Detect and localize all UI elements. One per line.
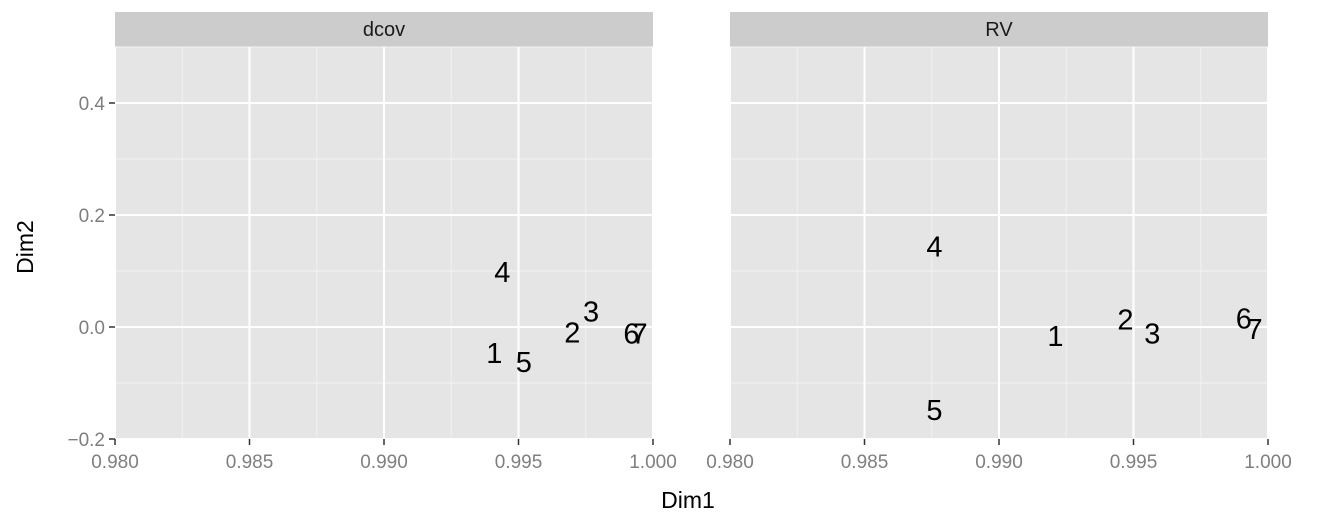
- x-tick-label: 1.000: [1244, 452, 1292, 473]
- point-label-1: 1: [486, 338, 502, 370]
- x-axis-right: 0.980 0.985 0.990 0.995 1.000: [706, 439, 1292, 473]
- x-axis-title: Dim1: [661, 487, 715, 513]
- y-axis: −0.2 0.0 0.2 0.4: [67, 94, 115, 451]
- x-tick-label: 0.995: [1110, 452, 1158, 473]
- point-label-1: 1: [1047, 321, 1063, 353]
- y-axis-title: Dim2: [12, 220, 38, 274]
- y-tick-label: 0.2: [79, 206, 105, 227]
- y-tick-label: 0.4: [79, 94, 106, 115]
- y-tick-label: −0.2: [67, 430, 105, 451]
- point-label-6: 6: [623, 318, 639, 350]
- point-label-7: 7: [631, 318, 647, 350]
- x-tick-label: 0.990: [975, 452, 1023, 473]
- x-tick-label: 0.985: [841, 452, 889, 473]
- point-label-3: 3: [1144, 318, 1160, 350]
- point-label-2: 2: [1117, 304, 1133, 336]
- x-tick-label: 0.985: [226, 452, 274, 473]
- x-tick-label: 0.995: [495, 452, 543, 473]
- point-label-5: 5: [516, 347, 532, 379]
- x-tick-label: 0.990: [360, 452, 408, 473]
- facet-strip: [730, 12, 1268, 47]
- x-tick-label: 0.980: [706, 452, 754, 473]
- point-label-2: 2: [564, 318, 580, 350]
- x-tick-label: 1.000: [629, 452, 677, 473]
- point-label-5: 5: [926, 395, 942, 427]
- point-label-4: 4: [494, 257, 510, 289]
- y-tick-label: 0.0: [79, 318, 105, 339]
- facet-strip-title: RV: [985, 19, 1013, 41]
- x-axis-left: 0.980 0.985 0.990 0.995 1.000: [91, 439, 677, 473]
- point-label-4: 4: [926, 231, 942, 263]
- facet-strip: [115, 12, 653, 47]
- point-label-7: 7: [1246, 314, 1262, 346]
- facet-strip-title: dcov: [363, 19, 405, 41]
- point-label-6: 6: [1236, 304, 1252, 336]
- point-label-3: 3: [583, 296, 599, 328]
- x-tick-label: 0.980: [91, 452, 139, 473]
